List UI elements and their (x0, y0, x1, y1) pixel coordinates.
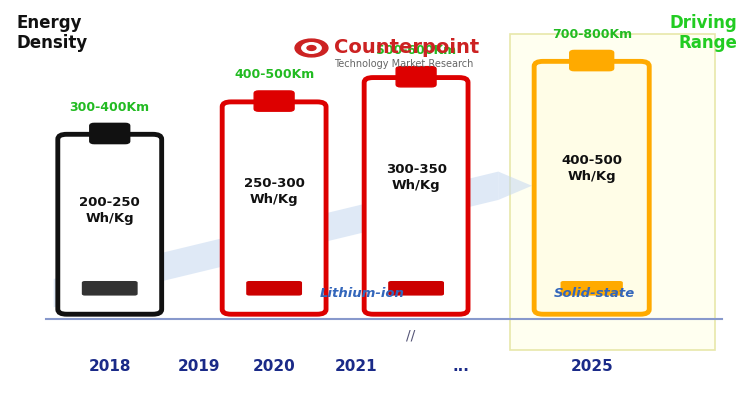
Text: 400-500Km: 400-500Km (234, 68, 314, 81)
Text: Counterpoint: Counterpoint (334, 38, 479, 58)
FancyBboxPatch shape (254, 91, 294, 111)
Text: Driving
Range: Driving Range (670, 13, 737, 52)
Text: Lithium-ion: Lithium-ion (320, 287, 405, 299)
Polygon shape (498, 172, 532, 200)
Text: 250-300
Wh/Kg: 250-300 Wh/Kg (244, 177, 304, 206)
FancyBboxPatch shape (90, 123, 130, 144)
Circle shape (307, 46, 316, 51)
FancyBboxPatch shape (364, 78, 468, 314)
FancyBboxPatch shape (58, 134, 162, 314)
Text: 400-500
Wh/Kg: 400-500 Wh/Kg (561, 154, 622, 183)
FancyBboxPatch shape (570, 51, 614, 71)
Text: Technology Market Research: Technology Market Research (334, 59, 473, 69)
FancyBboxPatch shape (388, 281, 444, 295)
Text: 300-350
Wh/Kg: 300-350 Wh/Kg (386, 163, 446, 192)
Polygon shape (54, 172, 498, 307)
FancyBboxPatch shape (82, 281, 138, 295)
FancyBboxPatch shape (509, 34, 715, 350)
Circle shape (295, 39, 328, 57)
Text: 200-250
Wh/Kg: 200-250 Wh/Kg (80, 196, 140, 225)
Text: 300-400Km: 300-400Km (70, 101, 150, 114)
Circle shape (302, 43, 321, 53)
Text: 2020: 2020 (253, 359, 296, 374)
Text: 500-600Km: 500-600Km (376, 44, 456, 57)
FancyBboxPatch shape (222, 102, 326, 314)
FancyBboxPatch shape (560, 281, 622, 295)
FancyBboxPatch shape (396, 67, 436, 87)
FancyBboxPatch shape (246, 281, 302, 295)
Text: Energy
Density: Energy Density (16, 13, 88, 52)
Text: //: // (406, 329, 416, 343)
Text: 2019: 2019 (178, 359, 220, 374)
Text: Solid-state: Solid-state (554, 287, 634, 299)
Text: 2021: 2021 (335, 359, 378, 374)
Text: 2018: 2018 (88, 359, 131, 374)
Text: 2025: 2025 (570, 359, 613, 374)
Text: ...: ... (452, 359, 470, 374)
Text: 700-800Km: 700-800Km (552, 28, 632, 41)
FancyBboxPatch shape (534, 61, 650, 314)
